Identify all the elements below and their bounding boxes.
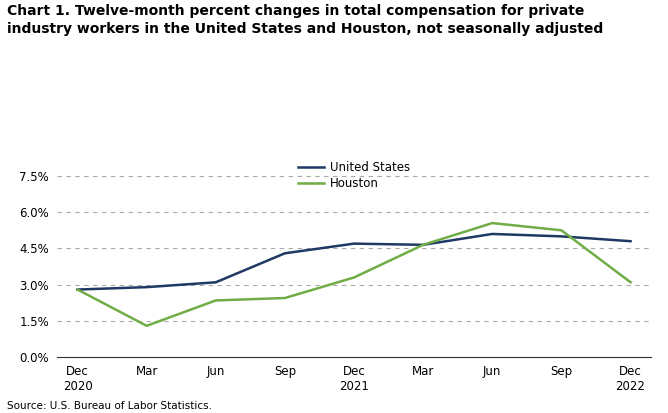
United States xyxy=(143,285,151,290)
United States xyxy=(281,251,289,256)
Houston xyxy=(627,280,635,285)
Houston xyxy=(143,323,151,328)
United States xyxy=(350,241,358,246)
Houston xyxy=(73,287,81,292)
Legend: United States, Houston: United States, Houston xyxy=(298,161,410,190)
United States xyxy=(488,231,496,236)
Line: Houston: Houston xyxy=(77,223,631,326)
Houston xyxy=(488,221,496,225)
Houston xyxy=(557,228,565,233)
United States xyxy=(212,280,220,285)
Houston xyxy=(212,298,220,303)
Houston xyxy=(419,242,427,247)
United States xyxy=(557,234,565,239)
Line: United States: United States xyxy=(77,234,631,290)
Houston xyxy=(350,275,358,280)
United States xyxy=(73,287,81,292)
Text: Chart 1. Twelve-month percent changes in total compensation for private
industry: Chart 1. Twelve-month percent changes in… xyxy=(7,4,603,36)
Houston xyxy=(281,296,289,301)
Text: Source: U.S. Bureau of Labor Statistics.: Source: U.S. Bureau of Labor Statistics. xyxy=(7,401,212,411)
United States xyxy=(419,242,427,247)
United States xyxy=(627,239,635,244)
